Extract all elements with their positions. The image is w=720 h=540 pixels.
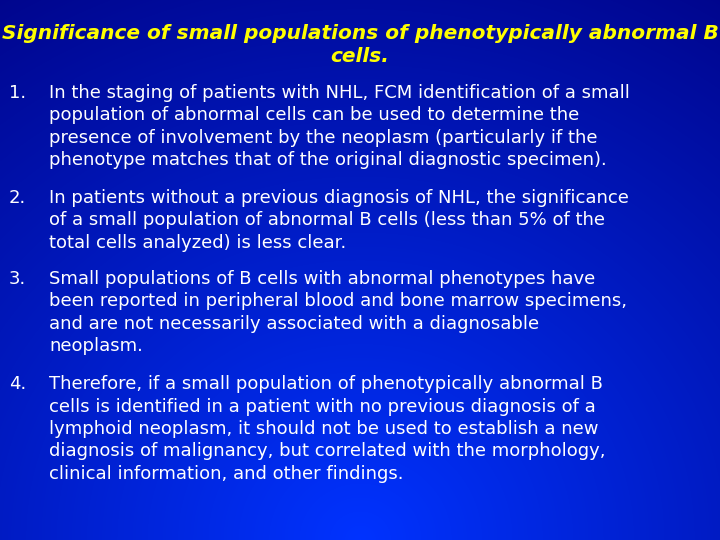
Text: Significance of small populations of phenotypically abnormal B
cells.: Significance of small populations of phe…	[1, 24, 719, 66]
Text: Small populations of B cells with abnormal phenotypes have
been reported in peri: Small populations of B cells with abnorm…	[49, 270, 627, 355]
Text: In the staging of patients with NHL, FCM identification of a small
population of: In the staging of patients with NHL, FCM…	[49, 84, 630, 169]
Text: 2.: 2.	[9, 189, 26, 207]
Text: Therefore, if a small population of phenotypically abnormal B
cells is identifie: Therefore, if a small population of phen…	[49, 375, 606, 483]
Text: 4.: 4.	[9, 375, 26, 393]
Text: 3.: 3.	[9, 270, 26, 288]
Text: In patients without a previous diagnosis of NHL, the significance
of a small pop: In patients without a previous diagnosis…	[49, 189, 629, 252]
Text: 1.: 1.	[9, 84, 26, 102]
